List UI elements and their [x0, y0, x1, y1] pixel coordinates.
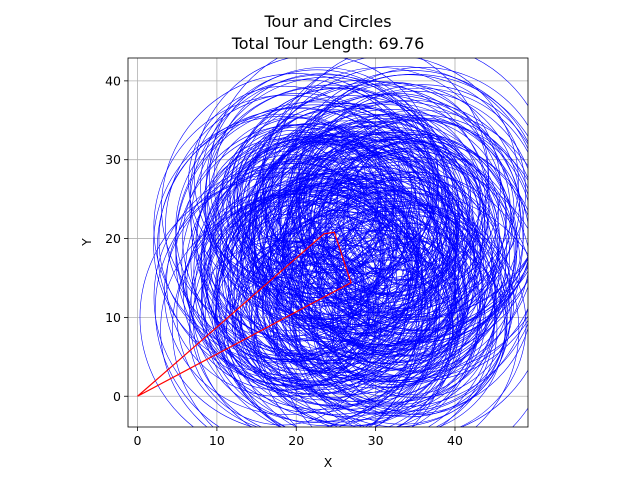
- tour-layer: [137, 231, 352, 397]
- circle-mark: [317, 220, 418, 320]
- y-axis-label: Y: [79, 238, 94, 247]
- circle-mark: [320, 143, 497, 318]
- circle-mark: [239, 273, 356, 389]
- circle-mark: [236, 125, 493, 381]
- y-tick-label: 10: [105, 310, 121, 325]
- circle-mark: [226, 131, 500, 403]
- circle-mark: [278, 73, 528, 344]
- circles-layer: [139, 58, 528, 427]
- circle-mark: [203, 154, 382, 332]
- circle-mark: [307, 223, 457, 372]
- circle-mark: [161, 73, 432, 342]
- circle-mark: [273, 192, 528, 427]
- circle-mark: [257, 222, 385, 349]
- circle-mark: [299, 146, 428, 275]
- circle-mark: [309, 174, 441, 305]
- circle-mark: [276, 170, 511, 403]
- x-tick-label: 20: [288, 433, 304, 448]
- circle-mark: [298, 186, 497, 383]
- x-tick-label: 0: [134, 433, 142, 448]
- circle-mark: [280, 99, 528, 357]
- circle-mark: [189, 192, 438, 427]
- circle-mark: [289, 171, 528, 415]
- circle-mark: [249, 211, 449, 410]
- circle-mark: [324, 148, 489, 312]
- circle-mark: [336, 247, 486, 395]
- circle-mark: [250, 109, 528, 388]
- chart-title: Tour and Circles: [263, 12, 391, 31]
- circle-mark: [189, 74, 459, 342]
- circle-mark: [217, 168, 456, 406]
- circle-mark: [295, 226, 506, 427]
- circle-mark: [251, 118, 518, 382]
- circle-mark: [248, 110, 412, 273]
- x-tick-label: 40: [447, 433, 463, 448]
- circle-mark: [215, 245, 350, 379]
- chart-subtitle: Total Tour Length: 69.76: [231, 34, 425, 53]
- circle-mark: [313, 249, 462, 397]
- circle-mark: [225, 157, 394, 324]
- circle-mark: [236, 105, 460, 327]
- circle-mark: [308, 229, 463, 383]
- circle-mark: [175, 104, 458, 385]
- circle-mark: [349, 278, 455, 383]
- circle-mark: [286, 170, 388, 271]
- circle-mark: [209, 184, 364, 338]
- circle-mark: [194, 194, 388, 386]
- x-tick-label: 30: [368, 433, 384, 448]
- circle-mark: [226, 151, 346, 270]
- circle-mark: [158, 116, 408, 364]
- y-tick-label: 20: [105, 231, 121, 246]
- x-tick-label: 10: [209, 433, 225, 448]
- circle-mark: [261, 187, 484, 407]
- circle-mark: [220, 120, 478, 377]
- tour-path: [137, 231, 352, 397]
- circle-mark: [209, 163, 385, 337]
- circle-mark: [254, 140, 404, 289]
- ticks: 0 10 20 30 40 0 10 20 30 40: [105, 73, 463, 448]
- axes-frame: [127, 57, 529, 428]
- circle-mark: [201, 189, 410, 397]
- circle-mark: [155, 167, 440, 427]
- circle-mark: [275, 150, 452, 326]
- circle-mark: [271, 58, 528, 320]
- y-tick-label: 0: [113, 389, 121, 404]
- circle-mark: [262, 58, 519, 310]
- circle-mark: [245, 81, 511, 346]
- circle-mark: [262, 131, 528, 408]
- circle-mark: [230, 183, 466, 417]
- circle-mark: [202, 191, 426, 414]
- y-tick-label: 30: [105, 152, 121, 167]
- circle-mark: [331, 259, 437, 365]
- circle-mark: [160, 201, 417, 427]
- circle-mark: [193, 58, 439, 298]
- x-axis-label: X: [324, 455, 333, 470]
- circle-mark: [234, 202, 431, 398]
- circle-mark: [253, 94, 525, 364]
- circle-mark: [208, 172, 394, 357]
- circle-mark: [243, 200, 347, 302]
- circle-mark: [255, 229, 454, 427]
- circle-mark: [200, 135, 451, 383]
- circle-mark: [231, 240, 362, 370]
- circle-mark: [262, 192, 485, 413]
- circle-mark: [338, 237, 468, 366]
- circle-mark: [229, 88, 450, 307]
- circle-mark: [231, 102, 459, 329]
- y-tick-label: 40: [105, 73, 121, 88]
- circle-mark: [235, 246, 352, 363]
- circle-mark: [323, 239, 433, 349]
- circle-mark: [153, 94, 421, 361]
- circle-mark: [265, 240, 390, 364]
